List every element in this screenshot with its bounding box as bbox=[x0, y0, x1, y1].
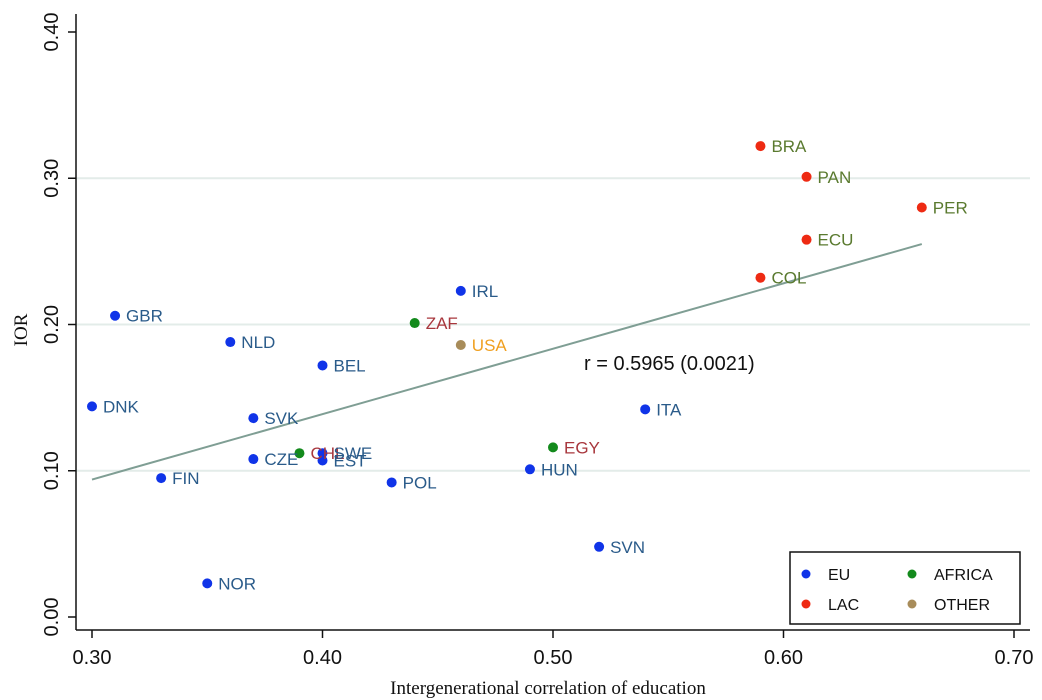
fit-line-group bbox=[91, 243, 923, 481]
point-irl bbox=[455, 285, 466, 296]
point-nor bbox=[202, 578, 213, 589]
point-svk bbox=[248, 413, 259, 424]
x-tick-label-3: 0.60 bbox=[764, 647, 803, 669]
correlation-annotation: r = 0.5965 (0.0021) bbox=[584, 353, 755, 375]
legend-marker-other bbox=[907, 599, 917, 609]
legend-marker-eu bbox=[801, 569, 811, 579]
point-label-bra: BRA bbox=[771, 137, 807, 156]
axes bbox=[75, 14, 1030, 631]
legend-label-eu: EU bbox=[828, 567, 850, 584]
point-ecu bbox=[801, 234, 812, 245]
y-tick-label-1: 0.10 bbox=[41, 451, 63, 490]
point-label-hun: HUN bbox=[541, 460, 578, 479]
point-col bbox=[755, 272, 766, 283]
point-label-zaf: ZAF bbox=[426, 314, 458, 333]
legend-label-lac: LAC bbox=[828, 597, 859, 614]
point-label-svk: SVK bbox=[264, 409, 299, 428]
point-per bbox=[916, 202, 927, 213]
point-pan bbox=[801, 171, 812, 182]
x-ticks: 0.30 0.40 0.50 0.60 0.70 bbox=[73, 630, 1034, 669]
point-svn bbox=[594, 541, 605, 552]
point-label-pol: POL bbox=[403, 473, 437, 492]
point-ita bbox=[640, 404, 651, 415]
point-swe bbox=[317, 448, 328, 459]
gridlines bbox=[76, 177, 1030, 472]
y-axis-title: IOR bbox=[11, 313, 32, 346]
point-dnk bbox=[87, 401, 97, 412]
point-cze bbox=[248, 454, 259, 465]
point-label-nor: NOR bbox=[218, 574, 256, 593]
point-label-bel: BEL bbox=[334, 356, 366, 375]
point-label-col: COL bbox=[771, 269, 806, 288]
point-label-svn: SVN bbox=[610, 538, 645, 557]
point-bel bbox=[317, 360, 328, 371]
point-bra bbox=[755, 141, 766, 152]
point-label-egy: EGY bbox=[564, 438, 600, 457]
x-tick-label-4: 0.70 bbox=[995, 647, 1034, 669]
point-zaf bbox=[409, 318, 420, 329]
point-label-dnk: DNK bbox=[103, 397, 140, 416]
point-label-gbr: GBR bbox=[126, 307, 163, 326]
point-est bbox=[317, 455, 328, 466]
fit-line bbox=[91, 243, 923, 481]
point-chl bbox=[294, 448, 305, 459]
legend-marker-lac bbox=[801, 599, 811, 609]
legend-box bbox=[789, 551, 1021, 625]
legend-label-other: OTHER bbox=[934, 597, 990, 614]
point-nld bbox=[225, 337, 236, 348]
point-label-swe: SWE bbox=[334, 444, 373, 463]
point-pol bbox=[386, 477, 397, 488]
point-label-per: PER bbox=[933, 199, 968, 218]
y-tick-label-2: 0.20 bbox=[41, 305, 63, 344]
legend-marker-africa bbox=[907, 569, 917, 579]
y-tick-label-0: 0.00 bbox=[41, 598, 63, 637]
point-gbr bbox=[110, 310, 121, 321]
legend-items: EU AFRICA LAC OTHER bbox=[801, 567, 993, 614]
x-tick-label-1: 0.40 bbox=[303, 647, 342, 669]
y-tick-label-4: 0.40 bbox=[41, 13, 63, 52]
y-ticks: 0.00 0.10 0.20 0.30 0.40 bbox=[41, 13, 76, 637]
point-label-usa: USA bbox=[472, 336, 508, 355]
x-tick-label-2: 0.50 bbox=[534, 647, 573, 669]
data-points bbox=[87, 141, 927, 589]
point-label-chl: CHL bbox=[310, 444, 344, 463]
point-hun bbox=[524, 464, 535, 475]
point-label-pan: PAN bbox=[818, 168, 852, 187]
point-label-irl: IRL bbox=[472, 282, 498, 301]
point-label-ita: ITA bbox=[656, 400, 682, 419]
x-axis-title: Intergenerational correlation of educati… bbox=[390, 678, 706, 699]
point-label-cze: CZE bbox=[264, 450, 298, 469]
y-tick-label-3: 0.30 bbox=[41, 159, 63, 198]
point-egy bbox=[548, 442, 558, 453]
point-label-ecu: ECU bbox=[818, 231, 854, 250]
x-tick-label-0: 0.30 bbox=[73, 647, 112, 669]
point-label-est: EST bbox=[334, 452, 367, 471]
point-fin bbox=[156, 473, 167, 484]
point-labels: BRA PAN PER ECU COL IRL GBR ZAF NLD USA BEL DNK ITA S… bbox=[103, 137, 968, 593]
legend: EU AFRICA LAC OTHER bbox=[789, 551, 1021, 625]
legend-label-africa: AFRICA bbox=[934, 567, 993, 584]
point-label-nld: NLD bbox=[241, 333, 275, 352]
point-label-fin: FIN bbox=[172, 469, 199, 488]
point-usa bbox=[455, 339, 466, 350]
